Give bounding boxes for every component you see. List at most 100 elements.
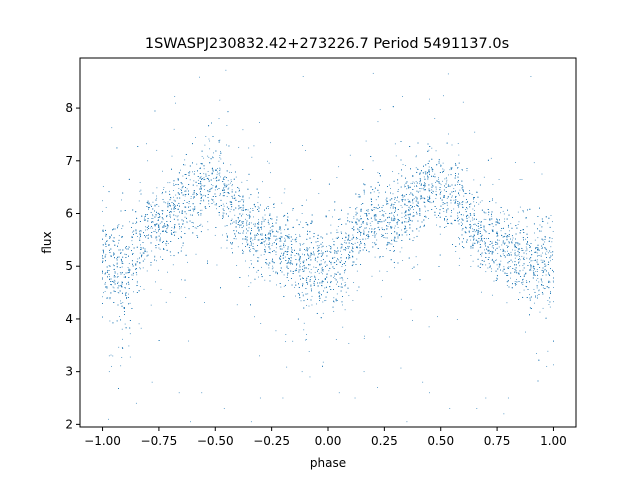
data-point	[340, 286, 342, 288]
data-point	[296, 237, 298, 238]
data-point	[205, 136, 207, 137]
data-point	[181, 210, 183, 211]
data-point	[219, 168, 221, 170]
data-point	[150, 304, 152, 306]
data-point	[222, 214, 224, 216]
data-point	[299, 266, 301, 267]
data-point	[252, 243, 254, 245]
data-point	[363, 193, 365, 195]
data-point	[481, 253, 483, 255]
data-point	[352, 264, 354, 266]
data-point	[232, 222, 233, 224]
data-point	[273, 203, 275, 204]
data-point	[458, 192, 460, 194]
data-point	[208, 138, 210, 140]
data-point	[248, 227, 250, 229]
data-point	[152, 227, 154, 229]
data-point	[412, 176, 414, 177]
data-point	[516, 279, 517, 280]
data-point	[203, 200, 205, 202]
data-point	[525, 280, 527, 282]
data-point	[460, 221, 462, 223]
data-point	[124, 253, 126, 255]
data-point	[544, 241, 546, 243]
data-point	[451, 196, 453, 198]
data-point	[229, 182, 231, 184]
data-point	[518, 253, 520, 255]
data-point	[102, 257, 103, 259]
data-point	[478, 220, 480, 222]
data-point	[248, 267, 250, 269]
data-point	[222, 195, 224, 197]
data-point	[258, 234, 259, 235]
data-point	[345, 291, 347, 293]
data-point	[545, 265, 547, 267]
data-point	[178, 179, 179, 181]
data-point	[411, 268, 413, 269]
data-point	[260, 234, 262, 236]
data-point	[404, 184, 406, 186]
data-point	[139, 233, 141, 235]
data-point	[404, 186, 406, 188]
data-point	[322, 273, 323, 275]
data-point	[424, 205, 426, 207]
data-point	[430, 202, 432, 204]
data-point	[366, 209, 368, 211]
data-point	[542, 243, 544, 245]
data-point	[390, 227, 392, 229]
data-point	[281, 202, 283, 204]
data-point	[269, 243, 271, 245]
data-point	[487, 249, 489, 251]
data-point	[451, 211, 452, 213]
data-point	[173, 228, 175, 230]
data-point	[280, 262, 282, 263]
data-point	[241, 181, 243, 183]
data-point	[383, 210, 385, 212]
data-point	[273, 235, 275, 237]
data-point	[402, 164, 404, 166]
data-point	[217, 171, 218, 173]
data-point	[533, 260, 535, 261]
data-point	[444, 218, 445, 220]
data-point	[431, 147, 433, 149]
scatter-points	[102, 69, 554, 423]
data-point	[442, 95, 444, 97]
data-point	[173, 199, 175, 201]
data-point	[485, 264, 487, 266]
data-point	[129, 221, 131, 223]
data-point	[260, 243, 261, 244]
data-point	[313, 247, 314, 249]
data-point	[207, 229, 209, 231]
data-point	[481, 291, 482, 293]
data-point	[114, 280, 116, 282]
data-point	[373, 229, 375, 230]
data-point	[478, 203, 480, 205]
data-point	[139, 230, 141, 232]
data-point	[446, 204, 448, 206]
data-point	[529, 262, 530, 263]
data-point	[193, 210, 194, 212]
data-point	[291, 257, 292, 259]
data-point	[423, 186, 425, 188]
data-point	[529, 270, 531, 271]
data-point	[142, 267, 144, 269]
data-point	[366, 210, 367, 211]
data-point	[128, 263, 130, 264]
data-point	[491, 250, 493, 252]
data-point	[279, 240, 281, 242]
data-point	[345, 247, 347, 249]
data-point	[197, 179, 199, 181]
data-point	[184, 159, 186, 161]
data-point	[193, 196, 195, 197]
data-point	[491, 252, 493, 254]
data-point	[397, 182, 399, 184]
data-point	[132, 231, 133, 233]
data-point	[318, 285, 319, 287]
data-point	[145, 229, 146, 231]
data-point	[161, 193, 163, 195]
data-point	[278, 229, 280, 230]
data-point	[333, 276, 334, 278]
data-point	[472, 244, 474, 246]
data-point	[438, 177, 439, 179]
data-point	[299, 258, 301, 260]
